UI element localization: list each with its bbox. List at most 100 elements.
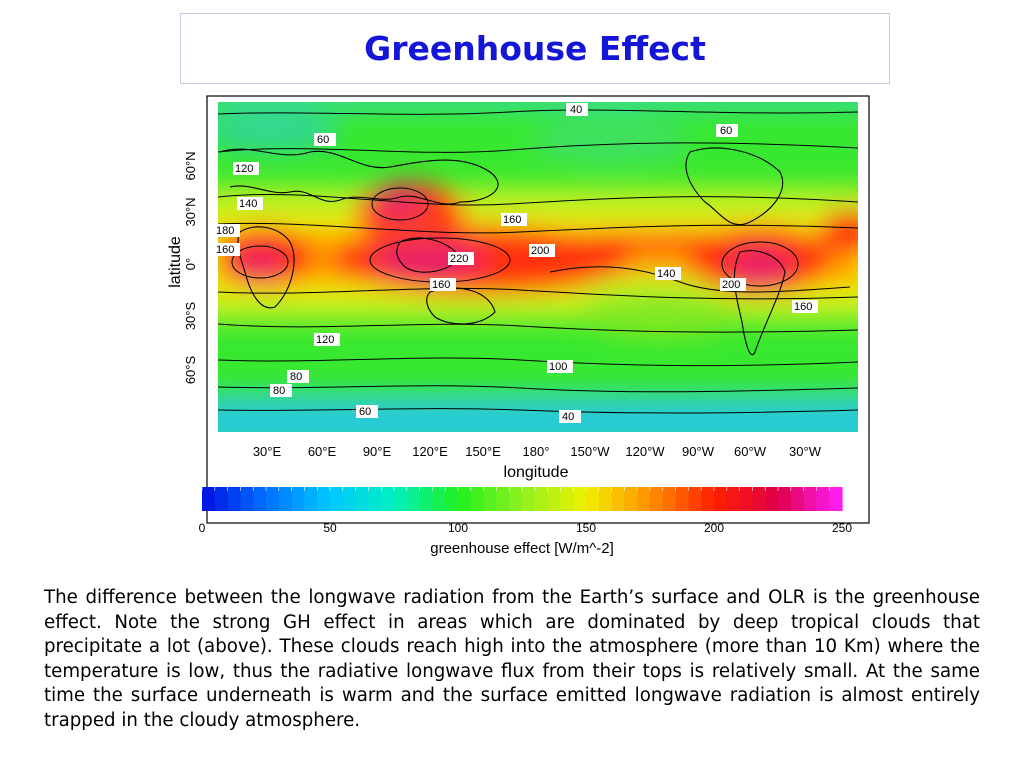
colorbar-segment — [714, 487, 728, 511]
colorbar-segment — [432, 487, 446, 511]
contour-label: 160 — [501, 213, 527, 226]
contour-label: 120 — [233, 162, 259, 175]
contour-label: 80 — [287, 370, 309, 383]
colorbar-segment — [381, 487, 395, 511]
x-tick-label: 60°E — [308, 444, 337, 459]
contour-label: 60 — [716, 124, 738, 137]
colorbar-tick-label: 100 — [448, 521, 468, 535]
colorbar-segment — [829, 487, 843, 511]
colorbar-segment — [394, 487, 408, 511]
colorbar-segment — [790, 487, 805, 511]
colorbar-segment — [637, 487, 651, 511]
colorbar-segment — [701, 487, 715, 511]
svg-text:120: 120 — [235, 163, 253, 175]
colorbar-segment — [586, 487, 600, 511]
contour-label: 140 — [237, 197, 263, 210]
x-tick-label: 180° — [523, 444, 550, 459]
contour-label: 60 — [314, 133, 336, 146]
greenhouse-map: 40 60 60 120 140 160 180 160 200 220 160… — [167, 95, 870, 557]
y-tick-label: 0° — [183, 258, 198, 270]
colorbar-segment — [803, 487, 817, 511]
colorbar-segment — [662, 487, 677, 511]
colorbar-tick-label: 250 — [832, 521, 852, 535]
svg-text:220: 220 — [450, 253, 468, 265]
slide-caption: The difference between the longwave radi… — [44, 587, 980, 731]
colorbar-segment — [778, 487, 792, 511]
contour-label: 40 — [559, 410, 581, 423]
colorbar-segment — [355, 487, 369, 511]
svg-text:200: 200 — [722, 279, 740, 291]
svg-text:80: 80 — [273, 385, 285, 397]
colorbar-segment — [688, 487, 702, 511]
svg-text:100: 100 — [549, 361, 567, 373]
heatmap-field — [218, 102, 858, 432]
svg-text:120: 120 — [316, 334, 334, 346]
colorbar-tick-label: 200 — [704, 521, 724, 535]
svg-text:60: 60 — [359, 406, 371, 418]
contour-label: 120 — [314, 333, 340, 346]
colorbar-segment — [611, 487, 625, 511]
colorbar-segment — [291, 487, 305, 511]
colorbar-segment — [227, 487, 241, 511]
colorbar-segment — [253, 487, 267, 511]
svg-text:60: 60 — [720, 125, 732, 137]
contour-label: 200 — [529, 244, 555, 257]
colorbar-segment — [458, 487, 472, 511]
x-tick-label: 60°W — [734, 444, 767, 459]
colorbar-segment — [278, 487, 293, 511]
y-axis-label: latitude — [167, 236, 184, 288]
colorbar-segment — [816, 487, 830, 511]
colorbar-segment — [240, 487, 254, 511]
contour-label: 80 — [270, 384, 292, 397]
y-tick-label: 60°N — [183, 151, 198, 180]
colorbar-segment — [470, 487, 485, 511]
colorbar-segment — [317, 487, 331, 511]
svg-text:160: 160 — [432, 279, 450, 291]
contour-lines — [218, 109, 858, 414]
colorbar-segment — [419, 487, 433, 511]
contour-label: 160 — [214, 243, 240, 256]
colorbar-segment — [765, 487, 779, 511]
colorbar-segment — [304, 487, 318, 511]
slide-title: Greenhouse Effect — [364, 29, 706, 68]
colorbar-segment — [214, 487, 229, 511]
contour-label: 180 — [214, 224, 240, 237]
colorbar-segment — [739, 487, 753, 511]
contour-label: 140 — [655, 267, 681, 280]
x-tick-label: 150°E — [465, 444, 501, 459]
colorbar-segment — [368, 487, 382, 511]
colorbar-segment — [202, 487, 216, 511]
colorbar-segment — [726, 487, 741, 511]
colorbar-segment — [266, 487, 280, 511]
contour-label: 220 — [448, 252, 474, 265]
svg-text:40: 40 — [570, 104, 582, 116]
y-tick-label: 60°S — [183, 356, 198, 385]
colorbar-tick-label: 50 — [323, 521, 337, 535]
contour-label: 160 — [430, 278, 456, 291]
colorbar — [201, 487, 843, 511]
colorbar-tick-label: 0 — [199, 521, 206, 535]
colorbar-segment — [522, 487, 536, 511]
svg-text:160: 160 — [794, 301, 812, 313]
svg-text:60: 60 — [317, 134, 329, 146]
colorbar-segment — [406, 487, 421, 511]
contour-label: 60 — [356, 405, 378, 418]
x-tick-label: 90°E — [363, 444, 392, 459]
svg-text:200: 200 — [531, 245, 549, 257]
x-tick-label: 30°W — [789, 444, 822, 459]
colorbar-segment — [445, 487, 459, 511]
contour-label: 40 — [566, 103, 588, 116]
svg-text:140: 140 — [657, 268, 675, 280]
contour-label: 160 — [792, 300, 818, 313]
svg-text:40: 40 — [562, 411, 574, 423]
colorbar-segment — [496, 487, 510, 511]
colorbar-segment — [598, 487, 613, 511]
colorbar-segment — [560, 487, 574, 511]
y-tick-label: 30°N — [183, 197, 198, 226]
colorbar-segment — [483, 487, 497, 511]
x-tick-label: 120°W — [625, 444, 665, 459]
x-axis-label: longitude — [504, 464, 569, 481]
colorbar-segment — [624, 487, 638, 511]
colorbar-segment — [547, 487, 561, 511]
colorbar-segment — [650, 487, 664, 511]
